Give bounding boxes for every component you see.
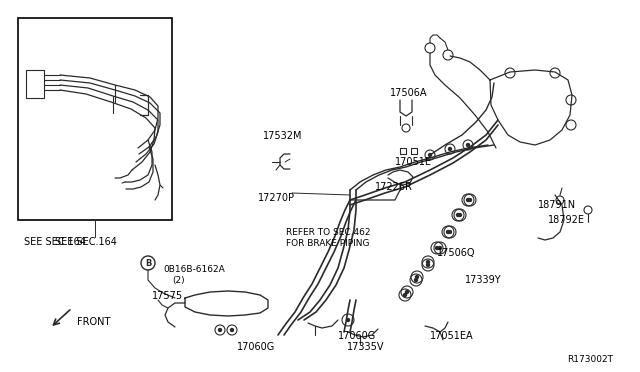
Circle shape xyxy=(346,318,349,321)
Text: (2): (2) xyxy=(172,276,184,285)
Circle shape xyxy=(467,144,470,147)
Text: 17532M: 17532M xyxy=(263,131,303,141)
Text: 18792E: 18792E xyxy=(548,215,585,225)
Circle shape xyxy=(435,247,438,250)
Text: 0B16B-6162A: 0B16B-6162A xyxy=(163,265,225,274)
Circle shape xyxy=(456,214,460,217)
Circle shape xyxy=(415,279,417,282)
Text: FRONT: FRONT xyxy=(77,317,110,327)
Text: 17060G: 17060G xyxy=(338,331,376,341)
Circle shape xyxy=(438,247,442,250)
Text: 17060G: 17060G xyxy=(237,342,275,352)
Circle shape xyxy=(230,328,234,331)
Text: 17270P: 17270P xyxy=(258,193,295,203)
Circle shape xyxy=(426,263,429,266)
Text: 17506Q: 17506Q xyxy=(437,248,476,258)
Circle shape xyxy=(426,260,429,263)
Bar xyxy=(26,70,44,98)
Circle shape xyxy=(415,276,419,279)
Circle shape xyxy=(218,328,221,331)
Text: REFER TO SEC.462: REFER TO SEC.462 xyxy=(286,228,371,237)
Text: 17051EA: 17051EA xyxy=(430,331,474,341)
Circle shape xyxy=(406,291,408,294)
Text: 17339Y: 17339Y xyxy=(465,275,502,285)
Text: 18791N: 18791N xyxy=(538,200,576,210)
Text: 17506A: 17506A xyxy=(390,88,428,98)
Text: 17335V: 17335V xyxy=(347,342,385,352)
Circle shape xyxy=(458,214,461,217)
Circle shape xyxy=(429,154,431,157)
Circle shape xyxy=(449,231,451,234)
Circle shape xyxy=(449,148,451,151)
Circle shape xyxy=(447,231,449,234)
Circle shape xyxy=(403,294,406,296)
Text: B: B xyxy=(145,259,151,267)
Text: 17575: 17575 xyxy=(152,291,183,301)
Text: SEE SEC.164: SEE SEC.164 xyxy=(55,237,117,247)
Bar xyxy=(18,18,172,220)
Text: 17051E: 17051E xyxy=(395,157,432,167)
Text: R173002T: R173002T xyxy=(567,355,613,364)
Circle shape xyxy=(468,199,472,202)
Text: FOR BRAKE PIPING: FOR BRAKE PIPING xyxy=(286,239,369,248)
Text: SEE SEC.164: SEE SEC.164 xyxy=(24,237,86,247)
Text: 17226R: 17226R xyxy=(375,182,413,192)
Circle shape xyxy=(467,199,470,202)
